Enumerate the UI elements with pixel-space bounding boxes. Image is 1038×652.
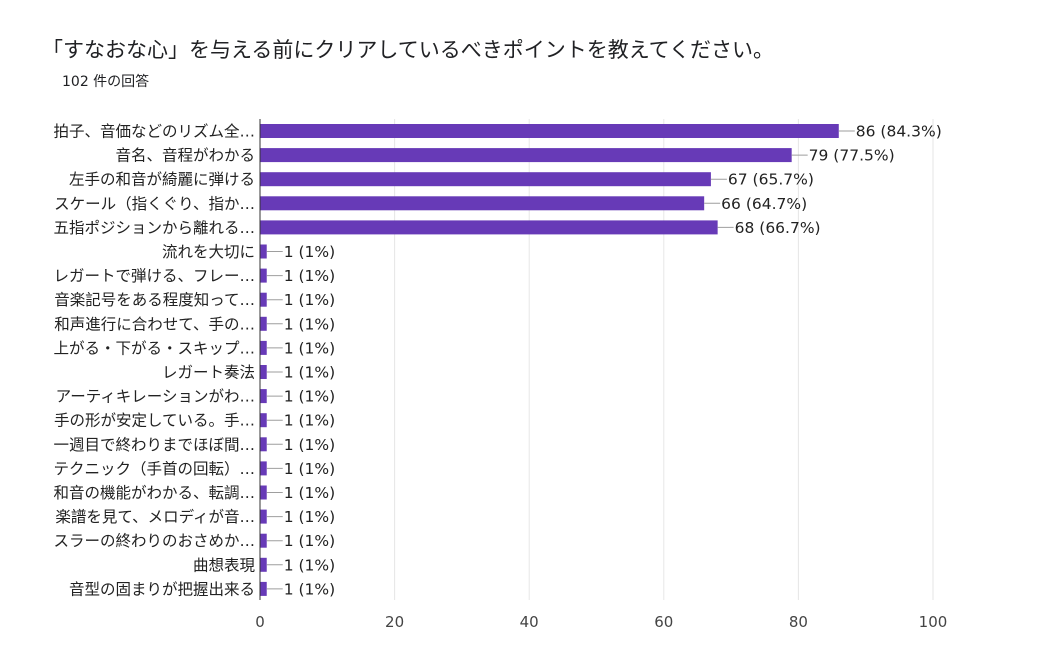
data-label: 66 (64.7%): [721, 195, 807, 213]
response-count: 102 件の回答: [62, 74, 150, 90]
bar: [260, 124, 839, 138]
bar: [260, 461, 267, 476]
bar-layer: [260, 124, 855, 596]
data-label: 1 (1%): [284, 412, 335, 430]
data-label: 1 (1%): [284, 556, 335, 574]
x-tick-label: 20: [385, 613, 404, 631]
bar: [260, 316, 267, 331]
bar: [260, 437, 267, 452]
category-label: 曲想表現: [193, 556, 256, 574]
category-label: 流れを大切に: [162, 243, 255, 261]
bar: [260, 365, 267, 379]
data-label: 68 (66.7%): [735, 219, 821, 237]
bar: [260, 485, 267, 500]
data-label: 67 (65.7%): [728, 171, 814, 189]
category-label: 左手の和音が綺麗に弾ける: [69, 171, 255, 189]
x-tick-label: 60: [654, 613, 673, 631]
bar: [260, 533, 267, 548]
category-label: スラーの終わりのおさめか…: [53, 532, 255, 550]
data-label: 1 (1%): [284, 243, 335, 261]
category-label: テクニック（手首の回転）…: [53, 460, 255, 478]
data-label: 1 (1%): [284, 460, 335, 478]
bar: [260, 172, 711, 187]
data-label: 1 (1%): [284, 291, 335, 309]
x-tick-label: 100: [919, 613, 948, 631]
category-label: スケール（指くぐり、指か…: [54, 195, 255, 213]
data-label: 1 (1%): [284, 339, 335, 357]
category-label: 楽譜を見て、メロディが音…: [55, 507, 255, 526]
data-label: 86 (84.3%): [856, 123, 942, 141]
bar: [260, 220, 718, 235]
bar: [260, 268, 267, 283]
data-label: 1 (1%): [284, 315, 335, 333]
bar: [260, 389, 267, 404]
category-label: 音型の固まりが把握出来る: [69, 580, 255, 598]
data-label: 1 (1%): [284, 267, 335, 285]
category-label: 和声進行に合わせて、手の…: [54, 315, 255, 333]
category-label: 一週目で終わりまでほぼ間…: [53, 436, 255, 454]
data-label: 1 (1%): [284, 532, 335, 550]
x-tick-label: 40: [520, 613, 539, 631]
chart-title: 「すなおな心」を与える前にクリアしているべきポイントを教えてください。: [42, 38, 775, 62]
x-tick-label: 0: [255, 613, 265, 631]
category-label: 拍子、音価などのリズム全…: [53, 123, 255, 141]
bar: [260, 413, 267, 428]
label-layer: 0 20 40 60 80 100 拍子、音価などのリズム全… 86 (84.3%) 音名、音程…: [53, 123, 947, 632]
data-label: 79 (77.5%): [809, 147, 895, 165]
category-label: アーティキレーションがわ…: [56, 388, 255, 406]
bar: [260, 292, 267, 307]
bar: [260, 557, 267, 572]
category-label: 音名、音程がわかる: [115, 147, 255, 165]
bar: [260, 148, 792, 163]
bar: [260, 509, 267, 524]
category-label: 手の形が安定している。手…: [54, 412, 255, 430]
category-label: 五指ポジションから離れる…: [53, 219, 255, 237]
category-label: 音楽記号をある程度知って…: [54, 291, 255, 309]
data-label: 1 (1%): [284, 436, 335, 454]
data-label: 1 (1%): [284, 364, 335, 382]
bar: [260, 581, 267, 596]
bar: [260, 244, 267, 259]
category-label: レガート奏法: [162, 364, 255, 382]
category-label: 和音の機能がわかる、転調…: [53, 484, 255, 502]
data-label: 1 (1%): [284, 580, 335, 598]
data-label: 1 (1%): [284, 388, 335, 406]
grid-layer: [394, 119, 934, 600]
bar: [260, 340, 267, 355]
category-label: レガートで弾ける、フレー…: [53, 267, 255, 285]
category-label: 上がる・下がる・スキップ…: [53, 339, 255, 357]
x-tick-label: 80: [789, 613, 808, 631]
data-label: 1 (1%): [284, 508, 335, 526]
data-label: 1 (1%): [284, 484, 335, 502]
bar: [260, 196, 705, 211]
